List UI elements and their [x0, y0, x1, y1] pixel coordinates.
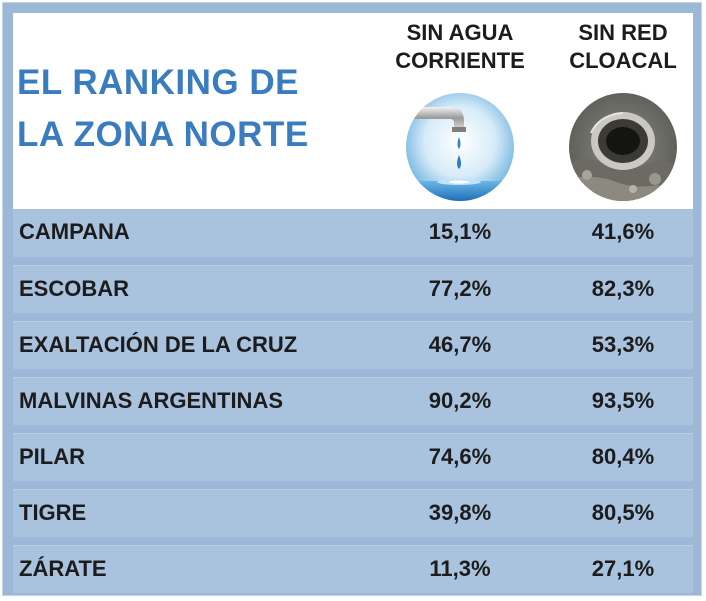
value-sewer: 93,5%	[591, 388, 655, 413]
column-header-water-line-2: CORRIENTE	[395, 48, 525, 73]
column-header-water-line-1: SIN AGUA	[406, 20, 514, 45]
faucet-drop-icon	[406, 93, 514, 201]
table-row: ZÁRATE 11,3% 27,1%	[13, 545, 693, 593]
value-water: 90,2%	[428, 388, 492, 413]
value-water: 39,8%	[428, 500, 492, 525]
value-sewer: 82,3%	[591, 276, 655, 301]
value-water: 15,1%	[428, 219, 492, 244]
value-water: 11,3%	[429, 556, 491, 581]
page-title: EL RANKING DE LA ZONA NORTE	[17, 57, 347, 161]
value-water: 74,6%	[428, 444, 492, 469]
row-name: EXALTACIÓN DE LA CRUZ	[19, 332, 298, 357]
table-row: EXALTACIÓN DE LA CRUZ 46,7% 53,3%	[13, 321, 693, 369]
title-line-1: EL RANKING DE	[17, 63, 299, 102]
row-name: TIGRE	[19, 500, 87, 525]
column-header-sewer-line-1: SIN RED	[578, 20, 668, 45]
sewer-pipe-icon	[569, 93, 677, 201]
row-name: CAMPANA	[19, 219, 130, 244]
table-row: CAMPANA 15,1% 41,6%	[13, 209, 693, 257]
infographic-frame: EL RANKING DE LA ZONA NORTE SIN AGUA COR…	[2, 2, 702, 596]
ranking-table: CAMPANA 15,1% 41,6% ESCOBAR 77,2% 82,3% …	[13, 209, 693, 601]
value-water: 77,2%	[428, 276, 492, 301]
title-line-2: LA ZONA NORTE	[17, 115, 309, 154]
value-sewer: 41,6%	[591, 219, 655, 244]
value-water: 46,7%	[428, 332, 492, 357]
table-row: PILAR 74,6% 80,4%	[13, 433, 693, 481]
column-header-water: SIN AGUA CORRIENTE	[375, 19, 545, 75]
value-sewer: 27,1%	[591, 556, 655, 581]
value-sewer: 80,4%	[591, 444, 655, 469]
row-name: MALVINAS ARGENTINAS	[19, 388, 283, 413]
column-header-sewer: SIN RED CLOACAL	[538, 19, 706, 75]
column-header-sewer-line-2: CLOACAL	[569, 48, 677, 73]
table-row: MALVINAS ARGENTINAS 90,2% 93,5%	[13, 377, 693, 425]
value-sewer: 80,5%	[591, 500, 655, 525]
table-row: TIGRE 39,8% 80,5%	[13, 489, 693, 537]
row-name: PILAR	[19, 444, 85, 469]
row-name: ESCOBAR	[19, 276, 130, 301]
row-name: ZÁRATE	[19, 556, 107, 581]
table-row: ESCOBAR 77,2% 82,3%	[13, 265, 693, 313]
table-header: EL RANKING DE LA ZONA NORTE SIN AGUA COR…	[13, 13, 693, 209]
value-sewer: 53,3%	[591, 332, 655, 357]
